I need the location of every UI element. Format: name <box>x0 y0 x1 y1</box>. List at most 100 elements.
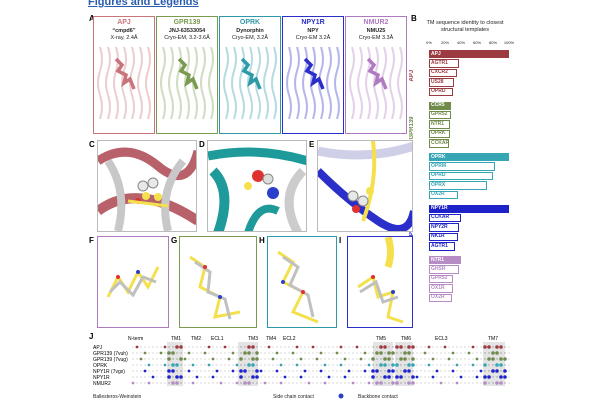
contact-dot <box>440 352 442 354</box>
contact-dot <box>192 370 194 372</box>
contact-dot <box>420 370 422 372</box>
contact-dot <box>408 358 410 360</box>
contact-dot <box>212 382 214 384</box>
contact-dot <box>440 358 442 360</box>
contact-dot <box>243 381 247 385</box>
bar <box>429 110 451 120</box>
contact-dot <box>495 345 499 349</box>
contact-dot <box>267 345 271 349</box>
bar-label: OX1R <box>431 284 445 291</box>
contact-dot <box>188 358 190 360</box>
page-title[interactable]: Figures and Legends <box>88 0 199 8</box>
structure-cartoon <box>349 46 403 120</box>
contact-dot <box>499 381 503 385</box>
bar <box>429 68 457 78</box>
bar <box>429 181 487 190</box>
contact-dot <box>304 352 306 354</box>
contact-dot <box>427 345 431 349</box>
contact-dot <box>480 352 482 354</box>
contact-dot <box>184 376 186 378</box>
contact-dot <box>255 369 259 373</box>
contact-dot <box>288 364 290 366</box>
contact-dot <box>192 352 194 354</box>
contact-dot <box>204 358 206 360</box>
contact-dot <box>220 346 222 348</box>
contact-dot <box>332 382 334 384</box>
contact-dot <box>452 382 454 384</box>
contact-dot <box>368 370 370 372</box>
bar <box>429 256 461 265</box>
contact-dot <box>236 346 238 348</box>
contact-dot <box>476 352 478 354</box>
panel-a: APJ “cmpd6” X-ray, 2.4Å GPR139 JNJ-63533054 C… <box>93 16 408 134</box>
contact-dot <box>499 375 503 379</box>
contact-dot <box>240 364 242 366</box>
contact-dot <box>431 375 435 379</box>
contact-dot <box>344 370 346 372</box>
contact-dot <box>156 376 158 378</box>
contact-dot <box>276 364 278 366</box>
contact-dot <box>348 376 350 378</box>
panel-b-chart: TM sequence identity to closest structur… <box>409 16 514 336</box>
contact-dot <box>288 352 290 354</box>
bar-row: GPR52 <box>429 274 509 284</box>
contact-dot <box>407 381 411 385</box>
contact-dot <box>167 351 171 355</box>
contact-dot <box>236 352 238 354</box>
contact-dot <box>308 376 310 378</box>
contact-dot <box>499 357 503 361</box>
contact-dot <box>384 352 386 354</box>
contact-dot <box>216 346 218 348</box>
contact-dot <box>391 381 395 385</box>
contact-dot <box>392 346 394 348</box>
contact-dot <box>347 369 351 373</box>
contact-dot <box>248 370 250 372</box>
contact-dot <box>360 364 362 366</box>
contact-dot <box>328 352 330 354</box>
contact-dot <box>440 346 442 348</box>
contact-dot <box>471 363 475 367</box>
contact-dot <box>151 375 155 379</box>
contact-dot <box>448 376 450 378</box>
contact-dot <box>163 345 167 349</box>
contact-dot <box>391 363 395 367</box>
contact-dot <box>492 364 494 366</box>
region-label: ECL2 <box>283 336 296 342</box>
contact-dot <box>487 357 491 361</box>
contact-dot <box>231 369 235 373</box>
contact-dot <box>391 369 395 373</box>
contact-dot <box>148 370 150 372</box>
contact-dot <box>380 370 382 372</box>
bar <box>429 213 461 223</box>
contact-dot <box>387 369 391 373</box>
legend-backbone: Backbone contact <box>358 394 398 400</box>
contact-dot <box>256 364 258 366</box>
contact-dot <box>312 376 314 378</box>
contact-dot <box>336 370 338 372</box>
structure-method: Cryo-EM, 3.2Å <box>231 34 269 41</box>
page-margin-left <box>0 0 85 400</box>
bar-label: CCKAR <box>431 139 450 146</box>
contact-dot <box>160 370 162 372</box>
contact-dot <box>164 352 166 354</box>
contact-dot <box>456 370 458 372</box>
contact-dot <box>192 376 194 378</box>
contact-dot <box>324 358 326 360</box>
contact-dot <box>292 364 294 366</box>
contact-dot <box>251 375 255 379</box>
structure-name: GPR139 <box>173 19 201 26</box>
contact-dot <box>239 357 243 361</box>
contact-dot <box>211 357 215 361</box>
contact-dot <box>140 376 142 378</box>
contact-dot <box>480 376 482 378</box>
contact-dot <box>224 382 226 384</box>
bar-label: CCKAR <box>431 214 450 221</box>
contact-dot <box>276 376 278 378</box>
contact-dot <box>304 376 306 378</box>
contact-dot <box>376 364 378 366</box>
contact-dot <box>399 345 403 349</box>
panel-c-image <box>97 140 197 232</box>
contact-dot <box>456 352 458 354</box>
contact-dot <box>411 345 415 349</box>
structure-method: Cryo-EM, 3.2-3.6Å <box>164 34 210 41</box>
